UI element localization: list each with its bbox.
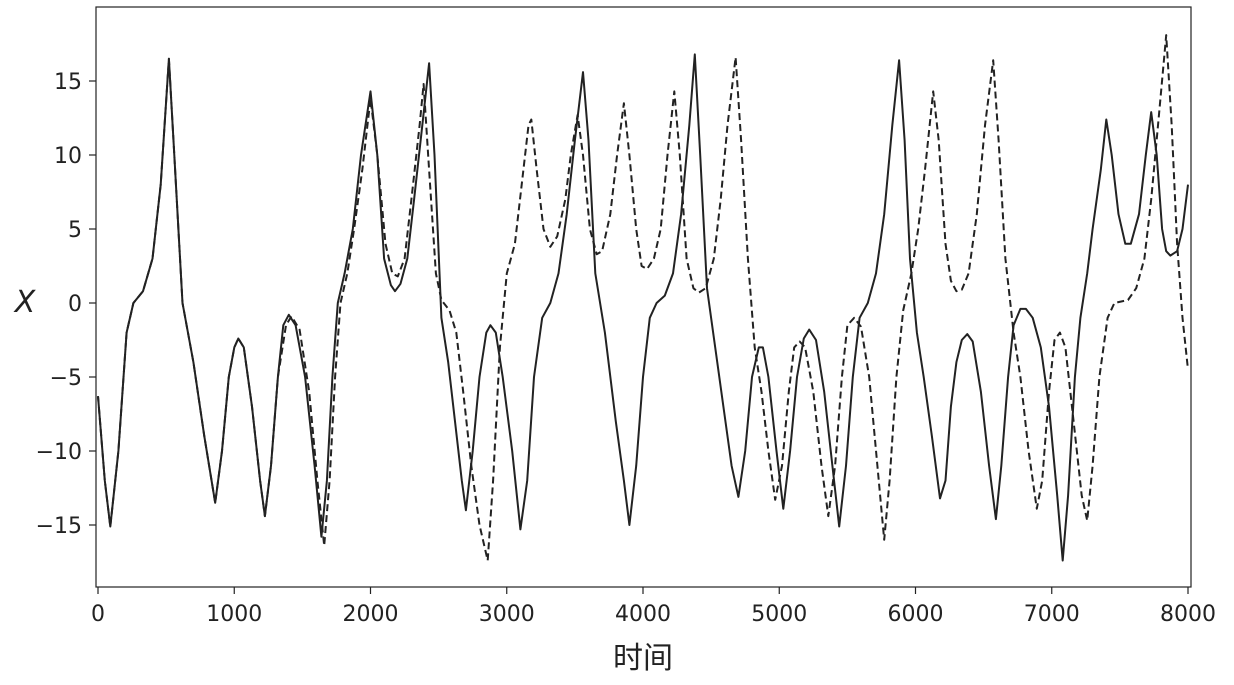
x-tick-label: 3000 — [479, 602, 535, 627]
plot-frame — [95, 6, 1192, 588]
y-tick-label: 0 — [68, 292, 82, 317]
x-axis-label: 时间 — [613, 641, 673, 676]
x-tick-label: 2000 — [343, 602, 399, 627]
x-tick-label: 4000 — [615, 602, 671, 627]
y-tick-label: −5 — [50, 366, 82, 391]
y-tick-label: 5 — [68, 218, 82, 243]
series-layer — [97, 34, 1189, 562]
x-tick-label: 0 — [91, 602, 105, 627]
plot-area — [95, 6, 1192, 588]
y-tick-label: 15 — [54, 70, 82, 95]
series-line-dashed — [97, 34, 1189, 562]
x-tick-label: 1000 — [206, 602, 262, 627]
ticks-layer: 0 1000 2000 3000 4000 5000 6000 7000 8000 −15 −10 −… — [36, 70, 1216, 627]
y-tick-label: −15 — [36, 514, 82, 539]
y-tick-label: −10 — [36, 440, 82, 465]
x-tick-label: 7000 — [1024, 602, 1080, 627]
x-tick-label: 8000 — [1160, 602, 1216, 627]
y-tick-label: 10 — [54, 144, 82, 169]
y-axis-label: X — [13, 285, 37, 320]
x-tick-label: 6000 — [888, 602, 944, 627]
x-tick-label: 5000 — [751, 602, 807, 627]
